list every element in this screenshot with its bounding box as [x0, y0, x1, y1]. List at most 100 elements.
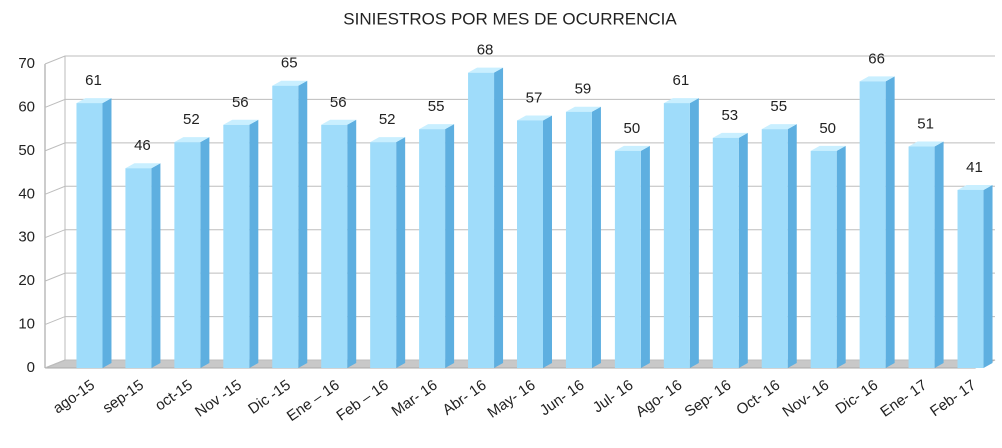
x-tick-label: sep-15 [100, 377, 147, 417]
x-tick-label: Jun- 16 [537, 377, 588, 420]
bar-side [396, 137, 406, 368]
y-tick-label: 30 [18, 229, 35, 246]
data-label: 61 [672, 72, 689, 89]
x-tick-label: Jul- 16 [590, 377, 637, 417]
bar-top [370, 137, 406, 143]
data-label: 61 [85, 72, 102, 89]
data-label: 51 [917, 115, 934, 132]
bar-side [983, 184, 993, 368]
bar [517, 120, 543, 368]
bar [663, 103, 690, 368]
grid-line [44, 55, 995, 65]
bar-side [640, 145, 650, 368]
x-tick-label: Feb – 16 [333, 377, 391, 425]
bar [614, 150, 641, 368]
data-label: 55 [428, 98, 445, 115]
bar-top [663, 98, 699, 104]
bar-top [565, 106, 601, 112]
y-tick-label: 60 [18, 98, 35, 115]
data-label: 52 [379, 111, 396, 128]
bar [712, 137, 739, 368]
x-tick-label: Ene – 16 [284, 377, 343, 425]
bar [76, 103, 103, 368]
x-tick-label: Ene- 17 [877, 377, 930, 421]
bar-top [174, 137, 210, 143]
bar-side [787, 124, 797, 369]
bar [174, 142, 201, 368]
data-label: 52 [183, 111, 200, 128]
data-label: 65 [281, 55, 298, 72]
bar [223, 124, 250, 368]
data-label: 56 [330, 94, 347, 111]
bar [321, 124, 348, 368]
bar [810, 150, 837, 368]
x-tick-label: Feb- 17 [927, 377, 979, 421]
bar-side [151, 163, 161, 368]
bar [761, 129, 788, 368]
y-tick-label: 0 [27, 359, 35, 376]
bar-side [836, 145, 846, 368]
y-tick-label: 70 [18, 55, 35, 72]
bar-top [908, 141, 944, 147]
data-label: 59 [575, 81, 592, 98]
bar-top [223, 119, 259, 125]
y-tick-label: 50 [18, 142, 35, 159]
data-label: 46 [134, 137, 151, 154]
bar-top [76, 98, 112, 104]
bar [370, 142, 397, 368]
bar [468, 72, 495, 368]
x-tick-label: ago-15 [50, 377, 98, 418]
bar-top [272, 80, 308, 86]
x-tick-label: Nov -15 [192, 377, 245, 421]
chart-title: SINIESTROS POR MES DE OCURRENCIA [343, 9, 677, 28]
bar [272, 85, 299, 368]
bar-side [591, 106, 601, 369]
y-tick-label: 10 [18, 316, 35, 333]
bar-side [298, 80, 308, 368]
bar-top [468, 67, 504, 73]
bar-top [957, 184, 993, 190]
bar-side [738, 132, 748, 368]
bar-top [419, 124, 455, 130]
bar [859, 81, 886, 368]
x-tick-label: Sep- 16 [682, 377, 735, 421]
bar-side [249, 119, 259, 368]
bar-side [347, 119, 357, 368]
bar [125, 168, 152, 368]
bar-top [517, 115, 552, 121]
bar-side [102, 98, 112, 368]
bar-top [810, 145, 846, 151]
data-label: 66 [868, 50, 885, 67]
bar [419, 129, 446, 368]
bar-side [885, 76, 895, 368]
y-tick-label: 40 [18, 185, 35, 202]
x-tick-label: Dic- 16 [833, 377, 882, 418]
bar-top [761, 124, 797, 130]
bar-side [934, 141, 944, 368]
data-label: 56 [232, 94, 249, 111]
bar-side [494, 67, 504, 368]
x-tick-label: Mar- 16 [389, 377, 441, 421]
bar-top [125, 163, 161, 169]
data-label: 53 [721, 107, 738, 124]
bar [957, 189, 984, 368]
data-label: 55 [770, 98, 787, 115]
bar [565, 111, 592, 369]
bar-side [445, 124, 455, 369]
x-tick-label: Ago- 16 [633, 377, 686, 421]
bar-side [543, 115, 552, 368]
bar-side [689, 98, 699, 368]
x-tick-label: Abr- 16 [440, 377, 490, 419]
bar-top [712, 132, 748, 138]
y-tick-label: 20 [18, 272, 35, 289]
bar [908, 146, 935, 368]
data-label: 41 [966, 159, 983, 176]
x-tick-label: Oct- 16 [733, 377, 783, 419]
data-label: 50 [624, 120, 641, 137]
bar-top [614, 145, 650, 151]
x-tick-label: Nov- 16 [779, 377, 832, 421]
bar-top [321, 119, 357, 125]
data-label: 57 [526, 89, 543, 106]
